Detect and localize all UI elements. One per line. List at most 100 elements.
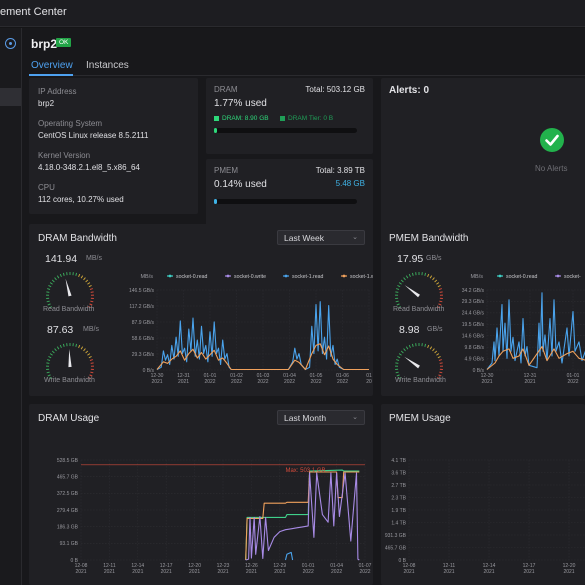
x-tick-label: 2021 <box>178 379 189 385</box>
x-tick-label: 01-06 <box>336 373 349 379</box>
gauge-tick <box>54 277 57 281</box>
y-tick-label: 93.1 GB <box>60 541 79 547</box>
alerts-card: Alerts: 0 No Alerts <box>381 78 585 241</box>
gauge-tick <box>398 282 402 285</box>
x-tick-label: 01-04 <box>283 373 296 379</box>
dram-usage-range-select[interactable]: Last Month ⌄ <box>277 410 365 425</box>
legend-dot <box>498 274 502 278</box>
x-tick-label: 2021 <box>403 569 414 575</box>
gauge-tick <box>88 285 92 288</box>
y-unit-label: MB/s <box>470 274 483 280</box>
gauge-tick <box>438 359 442 361</box>
x-tick-label: 12-14 <box>131 563 144 569</box>
alerts-title: Alerts: 0 <box>389 85 430 96</box>
y-tick-label: 528.5 GB <box>57 458 79 464</box>
chevron-down-icon: ⌄ <box>352 234 358 241</box>
gauge-tick <box>411 343 414 347</box>
gauge-needle <box>404 356 420 369</box>
gauge-tick <box>51 350 55 354</box>
y-tick-label: 87.9 GB/s <box>132 320 155 326</box>
y-tick-label: 0 B/s <box>143 368 155 374</box>
x-tick-label: 2022 <box>231 379 242 385</box>
dram-card: DRAM Total: 503.12 GB 1.77% used DRAM: 8… <box>206 78 373 154</box>
gauge-tick <box>427 273 430 278</box>
y-tick-label: 14.6 GB/s <box>462 334 485 340</box>
os-label: Operating System <box>38 119 103 128</box>
x-tick-label: 2022 <box>310 379 321 385</box>
y-tick-label: 58.6 GB/s <box>132 336 155 342</box>
gauge-tick <box>49 282 53 285</box>
nav-selected-item[interactable] <box>0 88 21 106</box>
x-tick-label: 01-04 <box>330 563 343 569</box>
gauge-tick <box>59 273 62 278</box>
x-tick-label: 2021 <box>274 569 285 575</box>
x-tick-label: 12-17 <box>523 563 536 569</box>
gauge-tick <box>437 285 441 288</box>
pmem-used: 0.14% used <box>214 179 267 190</box>
series-line <box>486 292 585 370</box>
series-line <box>156 343 369 371</box>
gauge-tick <box>85 279 89 283</box>
pmem-write-unit: GB/s <box>427 326 443 333</box>
x-tick-label: 12-08 <box>403 563 416 569</box>
gauge-tick <box>87 282 91 285</box>
x-tick-label: 2022 <box>257 379 268 385</box>
gauge-tick <box>434 279 438 283</box>
legend-entry: socket-1.write <box>350 274 373 280</box>
gauge-tick <box>48 377 53 379</box>
gauge-tick <box>429 275 433 279</box>
y-tick-label: 24.4 GB/s <box>462 311 485 317</box>
gauge-tick <box>403 348 406 352</box>
pmem-read-gauge <box>394 272 444 308</box>
gauge-tick <box>56 275 60 279</box>
y-tick-label: 4.9 GB/s <box>465 356 485 362</box>
gauge-tick <box>432 348 435 352</box>
target-icon[interactable] <box>5 38 16 49</box>
pmem-read-label: Read Bandwidth <box>393 306 445 313</box>
gauge-tick <box>87 377 92 379</box>
gauge-tick <box>78 344 81 349</box>
x-tick-label: 2021 <box>524 379 535 385</box>
system-info-card: IP Address brp2 Operating System CentOS … <box>29 78 198 214</box>
gauge-tick <box>87 353 91 356</box>
x-tick-label: 2021 <box>151 379 162 385</box>
gauge-tick <box>89 374 93 377</box>
y-tick-label: 372.5 GB <box>57 491 79 497</box>
y-tick-label: 1.4 TB <box>391 520 406 526</box>
x-tick-label: 01-01 <box>302 563 315 569</box>
gauge-tick <box>424 272 427 276</box>
pmem-usage-title: PMEM Usage <box>389 413 451 424</box>
x-tick-label: 01-01 <box>204 373 217 379</box>
x-tick-label: 01 <box>366 373 372 379</box>
x-tick-label: 12-26 <box>245 563 258 569</box>
legend-entry: socket-0.read <box>176 274 208 280</box>
x-tick-label: 2021 <box>483 569 494 575</box>
x-tick-label: 12-11 <box>103 563 116 569</box>
pmem-bandwidth-chart: MB/s socket-0.read socket- 0 B/s 4.9 GB/s 9.8… <box>462 274 585 385</box>
gauge-tick <box>395 291 399 293</box>
gauge-tick <box>395 362 399 364</box>
y-tick-label: 0 B <box>70 558 78 564</box>
dram-used: 1.77% used <box>214 98 267 109</box>
gauge-tick <box>83 348 86 352</box>
tab-instances[interactable]: Instances <box>86 60 129 71</box>
pmem-label: PMEM <box>214 166 238 175</box>
x-tick-label: 12-20 <box>563 563 576 569</box>
x-tick-label: 2021 <box>189 569 200 575</box>
gauge-tick <box>59 344 62 349</box>
gauge-tick <box>405 346 409 350</box>
x-tick-label: 2021 <box>563 569 574 575</box>
gauge-tick <box>49 353 53 356</box>
y-tick-label: 3.6 TB <box>391 470 406 476</box>
x-tick-label: 12-30 <box>151 373 164 379</box>
gauge-tick <box>397 306 402 308</box>
dram-bandwidth-range-select[interactable]: Last Week ⌄ <box>277 230 365 245</box>
gauge-tick <box>395 371 399 374</box>
tab-overview[interactable]: Overview <box>31 60 73 71</box>
gauge-tick <box>396 374 400 377</box>
pmem-bandwidth-card: PMEM Bandwidth 17.95 GB/s Read Bandwidth… <box>381 224 585 396</box>
dram-usage-chart: 0 B 93.1 GB 186.3 GB 279.4 GB 372.5 GB 465.7 … <box>57 458 372 575</box>
y-tick-label: 0 B <box>398 558 406 564</box>
x-tick-label: 12-11 <box>443 563 456 569</box>
x-tick-label: 2022 <box>567 379 578 385</box>
